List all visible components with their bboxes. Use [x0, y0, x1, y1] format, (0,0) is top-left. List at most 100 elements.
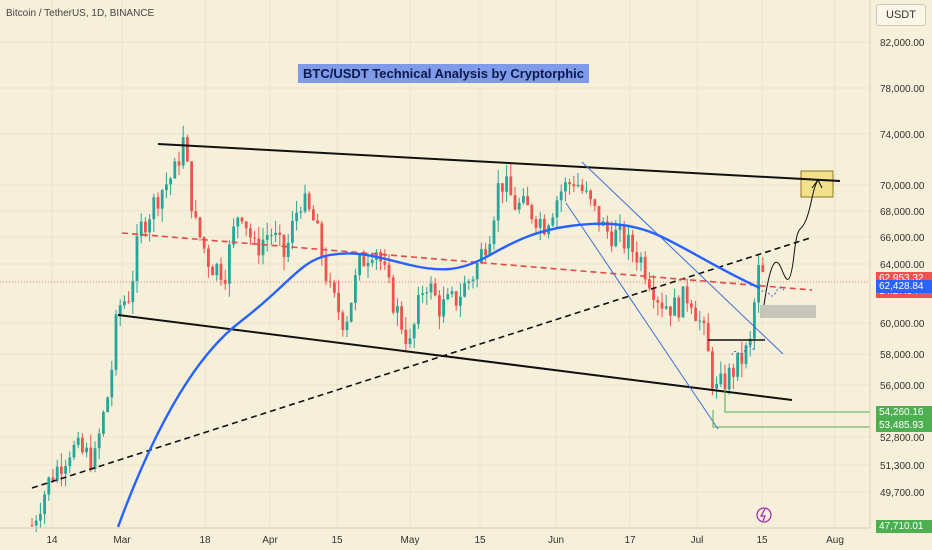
candle-body	[165, 184, 168, 191]
candle-body	[538, 218, 542, 228]
candle-body	[732, 367, 735, 377]
candle-body	[736, 352, 739, 377]
candle-body	[68, 457, 72, 467]
candle-body	[748, 338, 752, 346]
candle-body	[526, 196, 529, 206]
candle-body	[727, 367, 731, 390]
candle-body	[64, 466, 67, 474]
price-label: 62,428.84	[876, 279, 932, 293]
candle-body	[169, 178, 172, 185]
candle-body	[576, 184, 580, 187]
candle-body	[589, 190, 592, 200]
candle-body	[232, 226, 235, 245]
chart-title: BTC/USDT Technical Analysis by Cryptorph…	[298, 64, 589, 83]
candle-body	[438, 295, 441, 317]
candle-body	[123, 301, 126, 306]
candle-body	[51, 477, 55, 481]
moving-average-line	[116, 222, 761, 528]
candle-body	[337, 292, 340, 313]
wedge-lower-line	[565, 202, 719, 430]
candle-body	[618, 224, 622, 230]
candle-body	[160, 190, 164, 209]
candle-body	[408, 338, 412, 345]
candle-body	[698, 320, 702, 322]
candle-body	[127, 301, 130, 303]
candle-body	[463, 283, 466, 297]
candle-body	[522, 196, 525, 203]
candle-body	[139, 221, 143, 237]
currency-button[interactable]: USDT	[876, 4, 926, 26]
candle-body	[606, 221, 609, 232]
candle-body	[643, 256, 647, 280]
candle-body	[442, 299, 445, 317]
candle-body	[362, 254, 366, 267]
price-label: 54,260.16	[876, 405, 932, 419]
candle-body	[236, 217, 240, 227]
y-tick-label: 49,700.00	[880, 488, 925, 499]
candle-body	[299, 211, 303, 213]
candle-body	[295, 212, 298, 222]
candle-body	[135, 236, 139, 281]
y-tick-label: 68,000.00	[880, 207, 925, 218]
x-tick-label: 17	[624, 535, 636, 546]
y-tick-label: 74,000.00	[880, 130, 925, 141]
candle-body	[597, 205, 601, 226]
candle-body	[244, 221, 248, 229]
time-axis[interactable]: 14 Mar 18 Apr 15 May 15 Jun 17 Jul 15 Aug	[0, 527, 870, 546]
candle-body	[480, 249, 483, 263]
x-tick-label: 15	[331, 535, 343, 546]
candle-body	[97, 433, 101, 449]
chart-grid	[0, 0, 870, 528]
candle-body	[93, 448, 97, 470]
candle-body	[211, 266, 214, 276]
y-tick-label: 56,000.00	[880, 381, 925, 392]
candle-body	[85, 447, 88, 453]
candle-body	[186, 137, 189, 162]
candle-body	[202, 237, 206, 249]
price-label: 53,485.93	[876, 418, 932, 432]
candle-body	[30, 525, 34, 527]
candle-body	[622, 224, 626, 249]
candle-body	[711, 351, 714, 389]
candle-body	[429, 283, 433, 293]
candle-body	[744, 345, 748, 364]
candle-body	[677, 297, 681, 318]
blue-projection-2	[731, 345, 755, 356]
x-tick-label: Jul	[691, 535, 704, 546]
x-tick-label: Aug	[826, 535, 844, 546]
candle-body	[228, 244, 231, 284]
x-tick-label: 15	[474, 535, 486, 546]
x-tick-label: Mar	[113, 535, 131, 546]
candle-body	[673, 297, 676, 316]
candle-body	[291, 221, 294, 243]
support-level-1	[724, 388, 870, 413]
candle-series	[30, 125, 765, 532]
candle-body	[614, 229, 618, 247]
candle-body	[152, 197, 156, 220]
candle-body	[425, 292, 429, 294]
candle-body	[417, 295, 420, 325]
candle-body	[652, 288, 655, 300]
candle-body	[240, 217, 244, 222]
y-tick-label: 78,000.00	[880, 84, 925, 95]
candle-body	[685, 286, 689, 304]
candle-body	[715, 384, 718, 389]
x-tick-label: Jun	[548, 535, 564, 546]
candle-body	[404, 329, 408, 345]
candle-body	[580, 184, 584, 192]
candle-body	[194, 211, 198, 218]
candle-body	[370, 259, 374, 263]
candle-body	[312, 209, 315, 221]
candle-body	[349, 302, 353, 322]
candle-body	[39, 513, 42, 521]
candle-body	[307, 193, 311, 210]
candle-body	[43, 494, 46, 514]
resistance-dashed-line	[121, 232, 813, 291]
candle-body	[303, 193, 307, 212]
candle-body	[60, 466, 63, 474]
candle-body	[496, 183, 500, 221]
support-zone	[760, 305, 816, 318]
candle-body	[631, 234, 634, 252]
candle-body	[484, 249, 487, 256]
